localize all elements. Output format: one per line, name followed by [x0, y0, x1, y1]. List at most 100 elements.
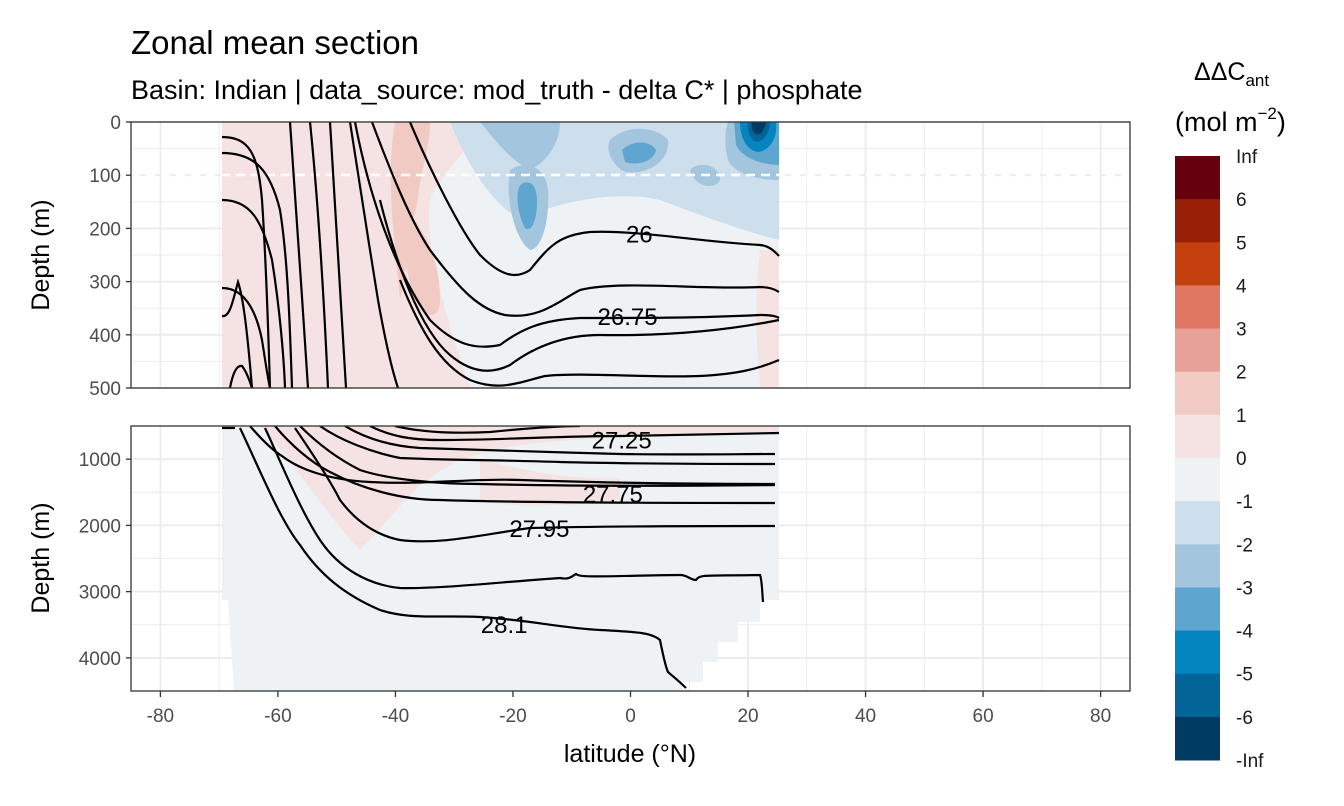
contours-upper	[221, 122, 780, 388]
contour-line	[348, 122, 400, 388]
legend-color-swatch	[1175, 328, 1220, 373]
panel-lower-y-axis: 1000 2000 3000 4000	[79, 450, 131, 670]
legend-color-swatch	[1175, 414, 1220, 459]
x-tick-label: 40	[855, 706, 876, 727]
y-axis-title-lower: Depth (m)	[27, 502, 55, 613]
contour-line	[408, 122, 780, 277]
field-negative-patch-3	[517, 182, 538, 230]
legend-tick-label: -2	[1236, 535, 1253, 556]
panel-lower-field	[222, 426, 780, 691]
panel-upper-border	[130, 121, 1131, 389]
legend-tick-label: 1	[1236, 406, 1247, 427]
y-tick-label: 4000	[79, 649, 121, 670]
contours-lower	[222, 426, 780, 689]
chart-subtitle: Basin: Indian | data_source: mod_truth -…	[131, 75, 863, 105]
field-negative-patch-5	[622, 142, 656, 164]
y-tick-label: 2000	[79, 516, 121, 537]
panel-upper-y-axis: 0 100 200 300 400 500	[89, 113, 131, 400]
legend-title: ΔΔCant	[1194, 58, 1269, 90]
panel-upper-field	[131, 122, 1130, 388]
legend-color-swatch	[1175, 544, 1220, 588]
y-tick-label: 400	[89, 326, 121, 347]
y-tick-label: 1000	[79, 450, 121, 471]
x-tick-label: 80	[1090, 706, 1111, 727]
contour-line	[264, 427, 765, 603]
contour-label: 27.75	[583, 482, 643, 509]
field-positive-patch-4	[756, 250, 779, 388]
y-tick-label: 300	[89, 273, 121, 294]
contour-line	[344, 426, 776, 456]
contour-line	[369, 426, 780, 442]
contour-label: 26	[626, 222, 653, 249]
field-negative-patch-1	[480, 122, 560, 170]
x-tick-label: -60	[264, 706, 291, 727]
legend-tick-label: 2	[1236, 363, 1247, 384]
field-positive-zone-bottom	[260, 426, 779, 550]
panel-lower: 1000 2000 3000 4000	[79, 425, 1131, 692]
legend-tick-label: -6	[1236, 708, 1253, 729]
y-axis-title-upper: Depth (m)	[27, 199, 55, 310]
legend-color-swatch	[1175, 242, 1220, 286]
x-tick-label: -80	[147, 706, 174, 727]
legend-color-swatch	[1175, 371, 1220, 416]
contour-line	[221, 135, 272, 388]
field-positive-patch-5	[480, 460, 620, 506]
color-legend: ΔΔCant (mol m−2) Inf 6 5 4 3 2 1 0 -1 -2 -3 -4 -5 -6 -…	[1175, 58, 1286, 772]
legend-tick-label: -3	[1236, 578, 1253, 599]
x-tick-label: -20	[499, 706, 526, 727]
contour-line	[398, 279, 780, 387]
legend-tick-label: 4	[1236, 276, 1247, 297]
chart-title: Zonal mean section	[131, 24, 419, 61]
x-axis: -80 -60 -40 -20 0 20 40 60 80	[147, 691, 1111, 727]
contour-label: 27.25	[592, 427, 652, 454]
panel-upper: 0 100 200 300 400 500	[89, 113, 1131, 400]
legend-tick-label: 3	[1236, 320, 1247, 341]
contour-line	[294, 427, 776, 543]
legend-labels: Inf 6 5 4 3 2 1 0 -1 -2 -3 -4 -5 -6 -Inf	[1236, 147, 1264, 772]
y-tick-label: 0	[110, 113, 121, 134]
contour-line	[221, 286, 272, 388]
contour-line	[228, 364, 254, 388]
legend-tick-label: -1	[1236, 492, 1253, 513]
contour-label: 26.75	[598, 304, 658, 331]
x-tick-label: 20	[737, 706, 758, 727]
legend-tick-label: 6	[1236, 190, 1247, 211]
contour-label: 28.1	[481, 612, 528, 639]
x-tick-label: 0	[625, 706, 636, 727]
legend-tick-label: 5	[1236, 233, 1247, 254]
legend-color-swatch	[1175, 673, 1220, 718]
contour-line	[239, 427, 687, 689]
contour-labels: 26 26.75 27.25 27.75 27.95 28.1	[481, 222, 658, 639]
contour-label: 27.95	[509, 516, 569, 543]
legend-color-swatch	[1175, 458, 1220, 502]
field-positive-patch-2	[404, 210, 440, 315]
contour-line	[328, 122, 348, 388]
legend-unit: (mol m−2)	[1175, 104, 1286, 137]
legend-color-swatch	[1175, 630, 1220, 675]
x-tick-label: 60	[973, 706, 994, 727]
y-tick-label: 100	[89, 166, 121, 187]
contour-line	[370, 122, 780, 317]
legend-tick-label: 0	[1236, 449, 1247, 470]
contour-line	[319, 426, 776, 466]
y-tick-label: 500	[89, 379, 121, 400]
legend-tick-label: Inf	[1236, 147, 1258, 168]
field-positive-patch-1	[390, 122, 430, 300]
legend-color-swatch	[1175, 587, 1220, 632]
contour-line	[378, 199, 780, 372]
y-tick-label: 3000	[79, 583, 121, 604]
contour-line	[274, 426, 776, 505]
y-tick-label: 200	[89, 219, 121, 240]
legend-color-swatch	[1175, 716, 1220, 761]
x-axis-title: latitude (°N)	[564, 740, 696, 768]
legend-tick-label: -Inf	[1236, 751, 1264, 772]
legend-tick-label: -4	[1236, 622, 1253, 643]
legend-color-swatch	[1175, 156, 1220, 200]
field-positive-zone-south	[222, 122, 340, 388]
contour-line	[221, 278, 254, 388]
contour-line	[221, 198, 287, 388]
legend-tick-label: -5	[1236, 665, 1253, 686]
contour-line	[299, 426, 776, 487]
legend-color-swatch	[1175, 199, 1220, 243]
